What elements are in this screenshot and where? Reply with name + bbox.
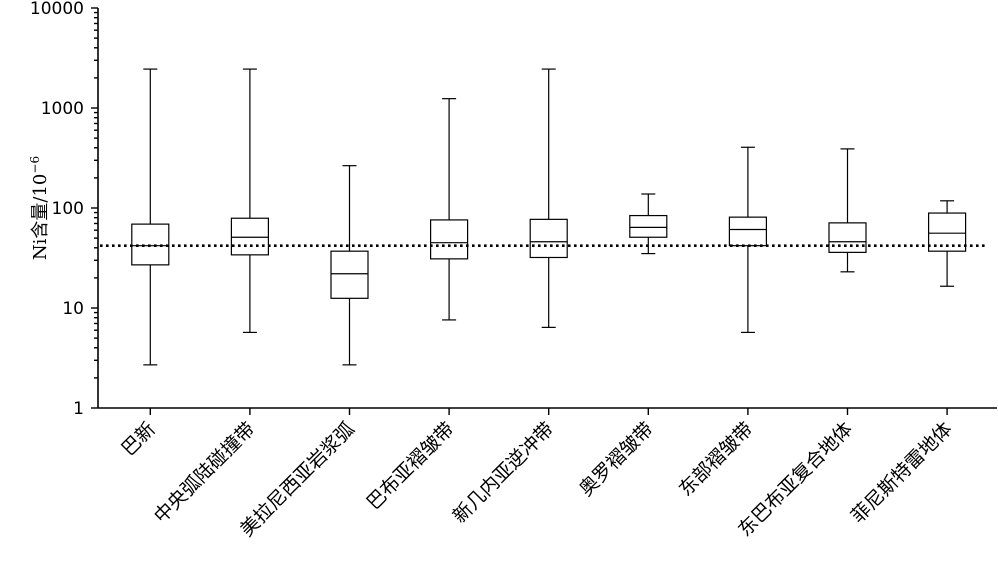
- y-tick-label: 1: [73, 399, 84, 419]
- y-axis-title: Ni含量/10−6: [28, 156, 51, 260]
- iqr-box: [529, 218, 568, 259]
- y-tick-label: 10: [62, 299, 84, 319]
- x-tick-label: 中央弧陆碰撞带: [150, 418, 260, 528]
- box-series: [131, 68, 967, 366]
- box-group: [828, 148, 867, 273]
- box-group: [728, 146, 768, 334]
- y-axis-title-exponent: −6: [28, 156, 42, 174]
- box-group: [430, 98, 469, 321]
- y-axis-title-text: Ni含量/10: [30, 174, 51, 260]
- iqr-box: [828, 222, 867, 253]
- iqr-box: [330, 250, 369, 299]
- iqr-box: [728, 216, 768, 247]
- y-tick-label: 10000: [30, 0, 84, 19]
- y-tick-label: 100: [52, 199, 84, 219]
- iqr-box: [430, 219, 469, 260]
- y-tick-label: 1000: [41, 99, 84, 119]
- box-group: [131, 68, 170, 366]
- x-tick-label: 巴新: [117, 418, 159, 460]
- x-tick-label: 东部褶皱带: [675, 418, 758, 501]
- x-tick-label: 新几内亚逆冲带: [449, 418, 559, 528]
- x-tick-label: 奥罗褶皱带: [575, 418, 658, 501]
- box-group: [529, 68, 568, 328]
- box-group: [927, 200, 967, 287]
- iqr-box: [230, 217, 269, 256]
- box-group: [330, 165, 369, 366]
- x-tick-label: 菲尼斯特雷地体: [847, 418, 957, 528]
- y-axis: 1 10 100 1000 10000: [30, 0, 99, 419]
- x-tick-label: 巴布亚褶皱带: [362, 418, 458, 514]
- box-group: [230, 68, 269, 334]
- iqr-box: [629, 214, 668, 238]
